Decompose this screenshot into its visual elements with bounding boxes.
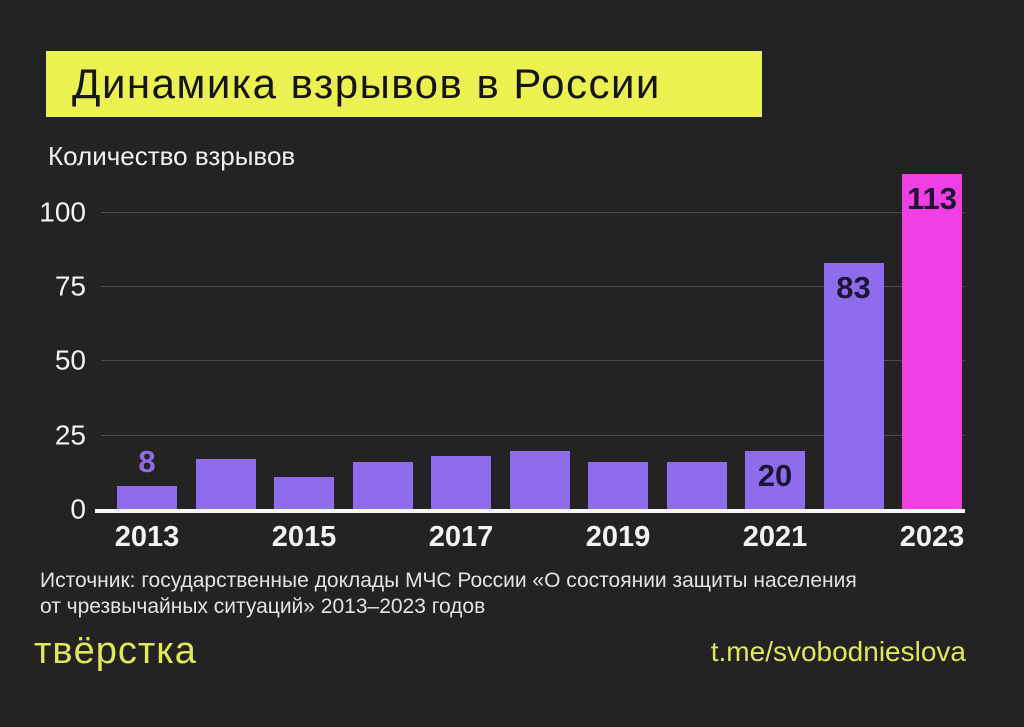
bar-2014	[195, 459, 256, 510]
bar-2021	[745, 450, 805, 510]
gridline-100	[101, 211, 965, 213]
x-axis-label-2023: 2023	[899, 521, 965, 553]
title-box: Динамика взрывов в России	[46, 51, 762, 117]
axis-baseline	[95, 509, 965, 513]
gridline-25	[101, 434, 965, 436]
bar-value-label-2013: 8	[138, 444, 156, 480]
x-axis-label-2021: 2021	[742, 521, 808, 553]
bar-value-label-2023: 113	[906, 180, 957, 216]
chart-subtitle: Количество взрывов	[48, 141, 296, 171]
bar-2022	[823, 263, 884, 510]
bar-2018	[509, 450, 570, 510]
source-line-1: Источник: государственные доклады МЧС Ро…	[40, 569, 857, 592]
y-axis-label-25: 25	[54, 419, 86, 451]
verstka-logo: твёрстка	[34, 630, 197, 672]
bar-2013	[117, 486, 177, 510]
plot-area: 8 20 83 113	[95, 165, 965, 513]
y-axis-label-0: 0	[70, 493, 86, 525]
y-axis-label-75: 75	[54, 270, 86, 302]
x-axis-label-2019: 2019	[585, 521, 651, 553]
source-line-2: от чрезвычайных ситуаций» 2013–2023 годо…	[40, 595, 486, 618]
source-note: Источник: государственные доклады МЧС Ро…	[40, 568, 857, 620]
x-axis-label-2013: 2013	[114, 521, 180, 553]
gridline-50	[101, 360, 965, 362]
bar-2017	[431, 456, 491, 510]
bar-value-label-2022: 83	[836, 270, 871, 306]
bar-2019	[588, 462, 648, 510]
x-axis-label-2015: 2015	[271, 521, 337, 553]
bar-value-label-2021: 20	[757, 457, 793, 493]
x-axis-label-2017: 2017	[428, 521, 494, 553]
gridline-75	[101, 285, 965, 287]
bar-2016	[352, 462, 413, 510]
bar-2020	[666, 462, 727, 510]
telegram-link[interactable]: t.me/svobodnieslova	[710, 636, 966, 667]
y-axis-label-50: 50	[54, 344, 86, 376]
bar-2023	[902, 173, 962, 510]
chart-title: Динамика взрывов в России	[72, 60, 661, 107]
y-axis-label-100: 100	[39, 195, 86, 227]
bar-2015	[274, 477, 334, 510]
